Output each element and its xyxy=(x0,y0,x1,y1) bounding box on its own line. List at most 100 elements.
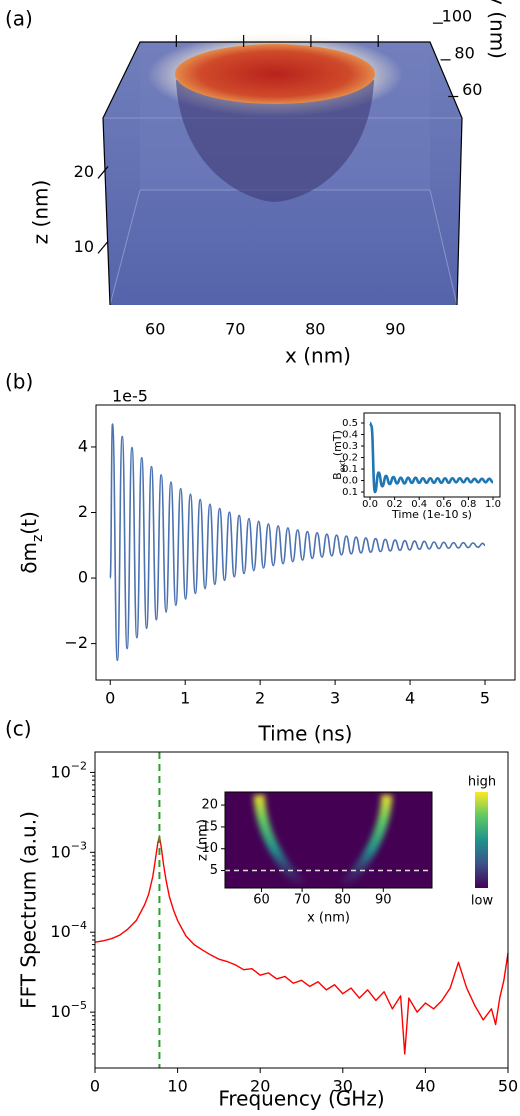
x-tick-label: 80 xyxy=(305,320,325,339)
x-tick-label: 40 xyxy=(415,1077,435,1096)
z-tick xyxy=(97,166,109,179)
y-axis-label-part: ext xyxy=(338,460,347,473)
y-tick-label: 0.1 xyxy=(342,464,358,475)
y-tick-label-part: −3 xyxy=(71,839,87,852)
plot-frame xyxy=(363,412,501,498)
x-tick-label: 70 xyxy=(225,320,245,339)
z-tick xyxy=(97,240,109,254)
y-tick-label-part: 10 xyxy=(50,842,70,861)
y-tick-label: 15 xyxy=(201,819,218,834)
y-tick-label: 5 xyxy=(210,863,218,878)
x-tick-label: 90 xyxy=(385,320,405,339)
x-tick-label: 30 xyxy=(333,1077,353,1096)
y-tick-label: 20 xyxy=(201,798,218,813)
offset-text: 1e-5 xyxy=(112,387,148,406)
y-tick-label-part: −2 xyxy=(71,759,87,772)
z-axis-label: z (nm) xyxy=(29,180,53,245)
x-tick-label: 60 xyxy=(145,320,165,339)
x-tick-label: 0.4 xyxy=(411,499,427,510)
y-tick-label: 100 xyxy=(442,7,473,26)
x-tick-label: 1.0 xyxy=(485,499,501,510)
y-axis-label-part: z xyxy=(30,535,46,542)
x-tick-label: 0.2 xyxy=(387,499,403,510)
x-tick-label: 60 xyxy=(253,893,270,908)
x-tick-label: 4 xyxy=(405,689,415,708)
y-axis-label: z (nm) xyxy=(196,819,211,861)
box-edge xyxy=(429,189,458,306)
x-tick-label: 5 xyxy=(480,689,490,708)
y-tick-label: 0.4 xyxy=(342,430,358,441)
panel-label: (c) xyxy=(5,717,32,741)
y-tick-label: 0.0 xyxy=(342,476,358,487)
y-tick-label: 60 xyxy=(462,80,482,99)
z-tick-label: 10 xyxy=(74,237,94,256)
x-tick-label: 3 xyxy=(330,689,340,708)
volume-render xyxy=(102,33,463,306)
plot-frame xyxy=(224,791,433,889)
y-tick-label: −2 xyxy=(64,633,88,652)
heatmap-field xyxy=(253,794,393,888)
y-tick-label: 0.5 xyxy=(342,418,358,429)
line-series xyxy=(94,835,509,1055)
x-tick-label: 0 xyxy=(90,1077,100,1096)
y-tick-label: 0 xyxy=(78,568,88,587)
y-axis-label-part: B xyxy=(331,472,344,480)
y-axis-label: δmz(t) xyxy=(17,511,47,574)
x-axis-label: x (nm) xyxy=(285,344,351,368)
x-axis-label: x (nm) xyxy=(307,911,350,926)
x-axis-label: Time (1e-10 s) xyxy=(391,508,472,521)
y-tick-label: 10−3 xyxy=(50,839,87,861)
y-tick-label: 80 xyxy=(454,43,474,62)
x-tick-label: 50 xyxy=(498,1077,518,1096)
line-series xyxy=(109,423,486,662)
panel-label: (b) xyxy=(5,370,33,394)
y-axis-label-part: (mT) xyxy=(331,430,344,460)
y-axis-label: Bext (mT) xyxy=(331,430,347,480)
x-tick-label: 20 xyxy=(250,1077,270,1096)
x-tick-label: 0 xyxy=(105,689,115,708)
y-tick-label: 0.3 xyxy=(342,441,358,452)
y-tick-label: 10 xyxy=(201,841,218,856)
y-tick-label: 0.1 xyxy=(342,487,358,498)
x-tick-label: 2 xyxy=(255,689,265,708)
plot-frame xyxy=(95,404,516,681)
bowl xyxy=(176,80,374,202)
y-axis-label: FFT Spectrum (a.u.) xyxy=(17,811,41,1009)
y-axis-label: y (nm) xyxy=(486,0,510,59)
x-tick-label: 80 xyxy=(334,893,351,908)
z-tick-label: 20 xyxy=(74,162,94,181)
plot-frame xyxy=(94,751,509,1069)
box-outline xyxy=(102,41,463,306)
x-tick-label: 90 xyxy=(375,893,392,908)
x-tick-label: 0.8 xyxy=(460,499,476,510)
y-tick-label: 10−5 xyxy=(50,999,87,1021)
y-tick-label-part: −4 xyxy=(71,919,87,932)
x-tick-label: 10 xyxy=(167,1077,187,1096)
colorbar xyxy=(475,792,488,888)
colorbar-label: high xyxy=(468,775,496,790)
y-tick-label: 4 xyxy=(78,436,88,455)
y-tick-label-part: −5 xyxy=(71,999,87,1012)
y-tick-label-part: 10 xyxy=(50,762,70,781)
x-axis-label: Frequency (GHz) xyxy=(218,1087,384,1111)
y-tick-label: 2 xyxy=(78,502,88,521)
box-edge xyxy=(109,189,141,306)
colorbar-label: low xyxy=(471,894,494,909)
y-tick-label-part: 10 xyxy=(50,1002,70,1021)
line-series xyxy=(369,421,494,494)
x-tick-label: 70 xyxy=(294,893,311,908)
x-tick-label: 0.6 xyxy=(436,499,452,510)
x-tick-label: 0.0 xyxy=(362,499,378,510)
x-tick-label: 1 xyxy=(180,689,190,708)
y-axis-label-part: δm xyxy=(17,542,41,574)
x-axis-label: Time (ns) xyxy=(257,722,352,746)
y-axis-label-part: (t) xyxy=(17,511,41,534)
hot-spot xyxy=(175,44,375,104)
y-tick-label: 10−4 xyxy=(50,919,87,941)
y-tick-label-part: 10 xyxy=(50,922,70,941)
y-tick-label: 10−2 xyxy=(50,759,87,781)
y-tick-label: 0.2 xyxy=(342,453,358,464)
heatmap-arc xyxy=(253,794,306,888)
